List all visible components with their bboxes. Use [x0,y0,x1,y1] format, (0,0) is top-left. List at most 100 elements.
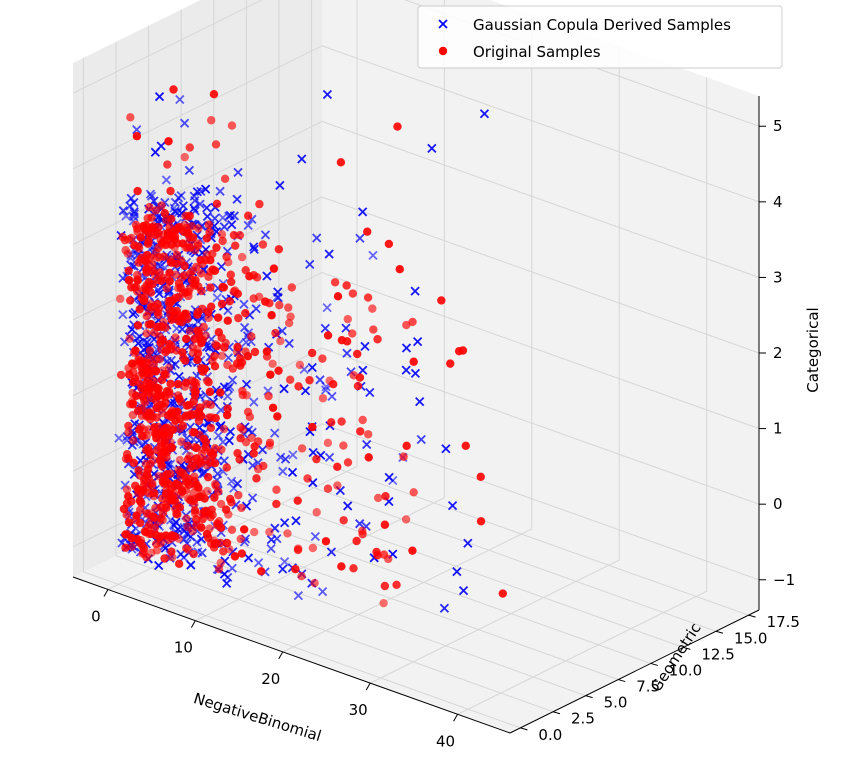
data-point [410,286,420,296]
data-point [147,393,157,403]
data-point [308,543,318,553]
data-point [416,434,426,445]
y-tick-label: 10.0 [669,661,702,679]
data-point [192,378,201,388]
data-point [452,566,462,577]
data-point [174,371,184,382]
data-point [291,564,300,574]
data-point [122,485,132,494]
y-axis-line [509,609,760,734]
data-point [409,488,418,497]
data-point [266,535,277,545]
data-point [149,360,158,369]
data-point [214,517,224,526]
data-point [177,324,187,334]
data-point [140,284,149,293]
data-point [121,454,131,464]
data-point [142,509,152,518]
data-point [339,441,348,450]
y-tick-mark [748,614,756,618]
data-point [284,338,294,349]
data-point [222,578,232,589]
data-point [297,571,306,581]
data-point [191,409,201,419]
data-point [360,341,370,352]
data-point [402,441,411,451]
data-point [193,241,203,251]
data-point [171,333,180,342]
data-point [145,203,154,212]
data-point [126,193,136,204]
x-grid-line [369,46,620,684]
data-point [196,492,206,501]
data-point [134,258,143,267]
data-point [219,424,229,434]
data-point [355,373,365,382]
data-point [134,242,143,251]
data-point [275,180,285,191]
data-point [260,230,271,240]
data-point [175,94,185,105]
data-point [227,121,237,130]
data-point [133,186,142,196]
data-point [125,296,135,305]
floor-pane [73,454,759,733]
data-point [479,109,490,119]
data-point [187,462,197,471]
data-point [162,346,172,355]
data-point [262,271,272,281]
z-tick-label: 2 [773,344,783,362]
data-point [132,131,142,141]
data-point [151,206,161,215]
data-point [178,273,187,282]
data-point [190,387,200,396]
data-point [307,362,317,373]
data-point [185,233,194,242]
data-point [373,493,383,503]
data-point [135,496,145,506]
data-point [172,346,181,355]
data-point [157,451,166,461]
data-point [208,265,218,274]
y-tick-mark [585,695,593,699]
data-point [182,514,191,523]
data-point [166,534,176,543]
data-point [183,455,193,464]
data-point [220,174,230,183]
data-point [297,444,307,453]
data-point [225,297,234,306]
data-point [226,270,236,279]
data-point [458,346,468,355]
data-point [300,386,311,396]
data-point [189,191,199,201]
data-point [243,220,253,231]
data-point [154,560,164,571]
data-point [341,323,351,333]
y-tick-label: 12.5 [701,645,734,663]
data-point [164,137,173,146]
data-point [152,403,161,413]
data-point [395,265,404,274]
data-point [196,269,206,278]
data-point [132,125,142,135]
data-point [476,517,486,526]
data-point [229,483,239,493]
data-point [122,510,131,520]
data-point [153,517,163,527]
data-points [114,85,508,613]
data-point [239,525,249,534]
data-point [188,348,198,358]
data-point [160,209,170,218]
data-point [166,258,175,267]
data-point [161,175,172,185]
data-point [196,186,206,197]
data-point [318,354,327,363]
data-point [305,259,315,270]
data-point [171,517,181,528]
data-point [121,530,130,539]
data-point [333,292,343,301]
data-point [274,366,283,375]
data-point [187,275,197,285]
data-point [233,167,243,178]
data-point [163,427,172,436]
